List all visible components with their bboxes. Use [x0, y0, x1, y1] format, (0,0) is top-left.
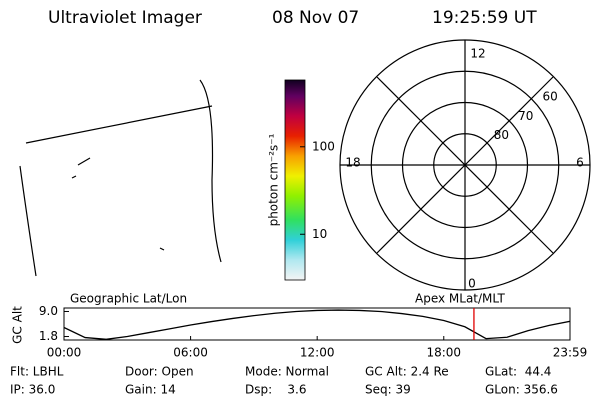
info-field: Dsp: 3.6	[245, 383, 307, 397]
mlt-label: 18	[345, 156, 360, 170]
colorbar-tick-label: 10	[312, 227, 327, 241]
info-field: GLat: 44.4	[485, 365, 551, 379]
info-field: Mode: Normal	[245, 365, 329, 379]
lat-label: 80	[494, 128, 509, 142]
lat-ring	[401, 101, 529, 229]
x-tick-label: 23:59	[553, 346, 588, 360]
colorbar-label: photon cm⁻²s⁻¹	[267, 133, 281, 226]
x-tick-label: 06:00	[173, 346, 208, 360]
lat-label: 60	[542, 89, 557, 103]
colorbar	[284, 79, 306, 281]
strip-left-label: Geographic Lat/Lon	[70, 292, 187, 306]
strip-ylabel: GC Alt	[11, 306, 25, 344]
info-field: GC Alt: 2.4 Re	[365, 365, 449, 379]
strip-right-label: Apex MLat/MLT	[415, 292, 505, 306]
info-field: Seq: 39	[365, 383, 411, 397]
title: Ultraviolet Imager	[48, 8, 202, 28]
polar-grid	[339, 39, 591, 291]
info-field: Gain: 14	[125, 383, 176, 397]
colorbar-tick-label: 100	[312, 139, 335, 153]
time: 19:25:59 UT	[432, 8, 537, 28]
x-tick-label: 12:00	[300, 346, 335, 360]
map-image	[19, 79, 222, 277]
altitude-line	[64, 309, 570, 340]
lat-label: 70	[518, 109, 533, 123]
strip-frame	[63, 307, 571, 341]
mlt-label: 12	[470, 47, 485, 61]
mlt-label: 0	[468, 277, 476, 291]
info-field: GLon: 356.6	[485, 383, 558, 397]
y-tick-label: 9.0	[39, 304, 58, 318]
x-tick-label: 00:00	[47, 346, 82, 360]
date: 08 Nov 07	[272, 8, 359, 28]
lat-ring	[433, 133, 497, 197]
info-field: Door: Open	[125, 365, 194, 379]
lat-ring	[370, 70, 560, 260]
x-tick-label: 18:00	[426, 346, 461, 360]
info-field: IP: 36.0	[10, 383, 55, 397]
info-field: Flt: LBHL	[10, 365, 64, 379]
y-tick-label: 1.8	[39, 329, 58, 343]
mlt-label: 6	[576, 156, 584, 170]
